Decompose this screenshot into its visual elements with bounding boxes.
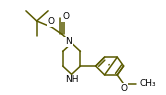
Text: O: O xyxy=(62,12,69,21)
Text: NH: NH xyxy=(65,76,78,84)
Text: CH₃: CH₃ xyxy=(139,79,156,88)
Text: O: O xyxy=(120,84,127,93)
Text: N: N xyxy=(65,37,72,46)
Text: O: O xyxy=(48,17,55,26)
